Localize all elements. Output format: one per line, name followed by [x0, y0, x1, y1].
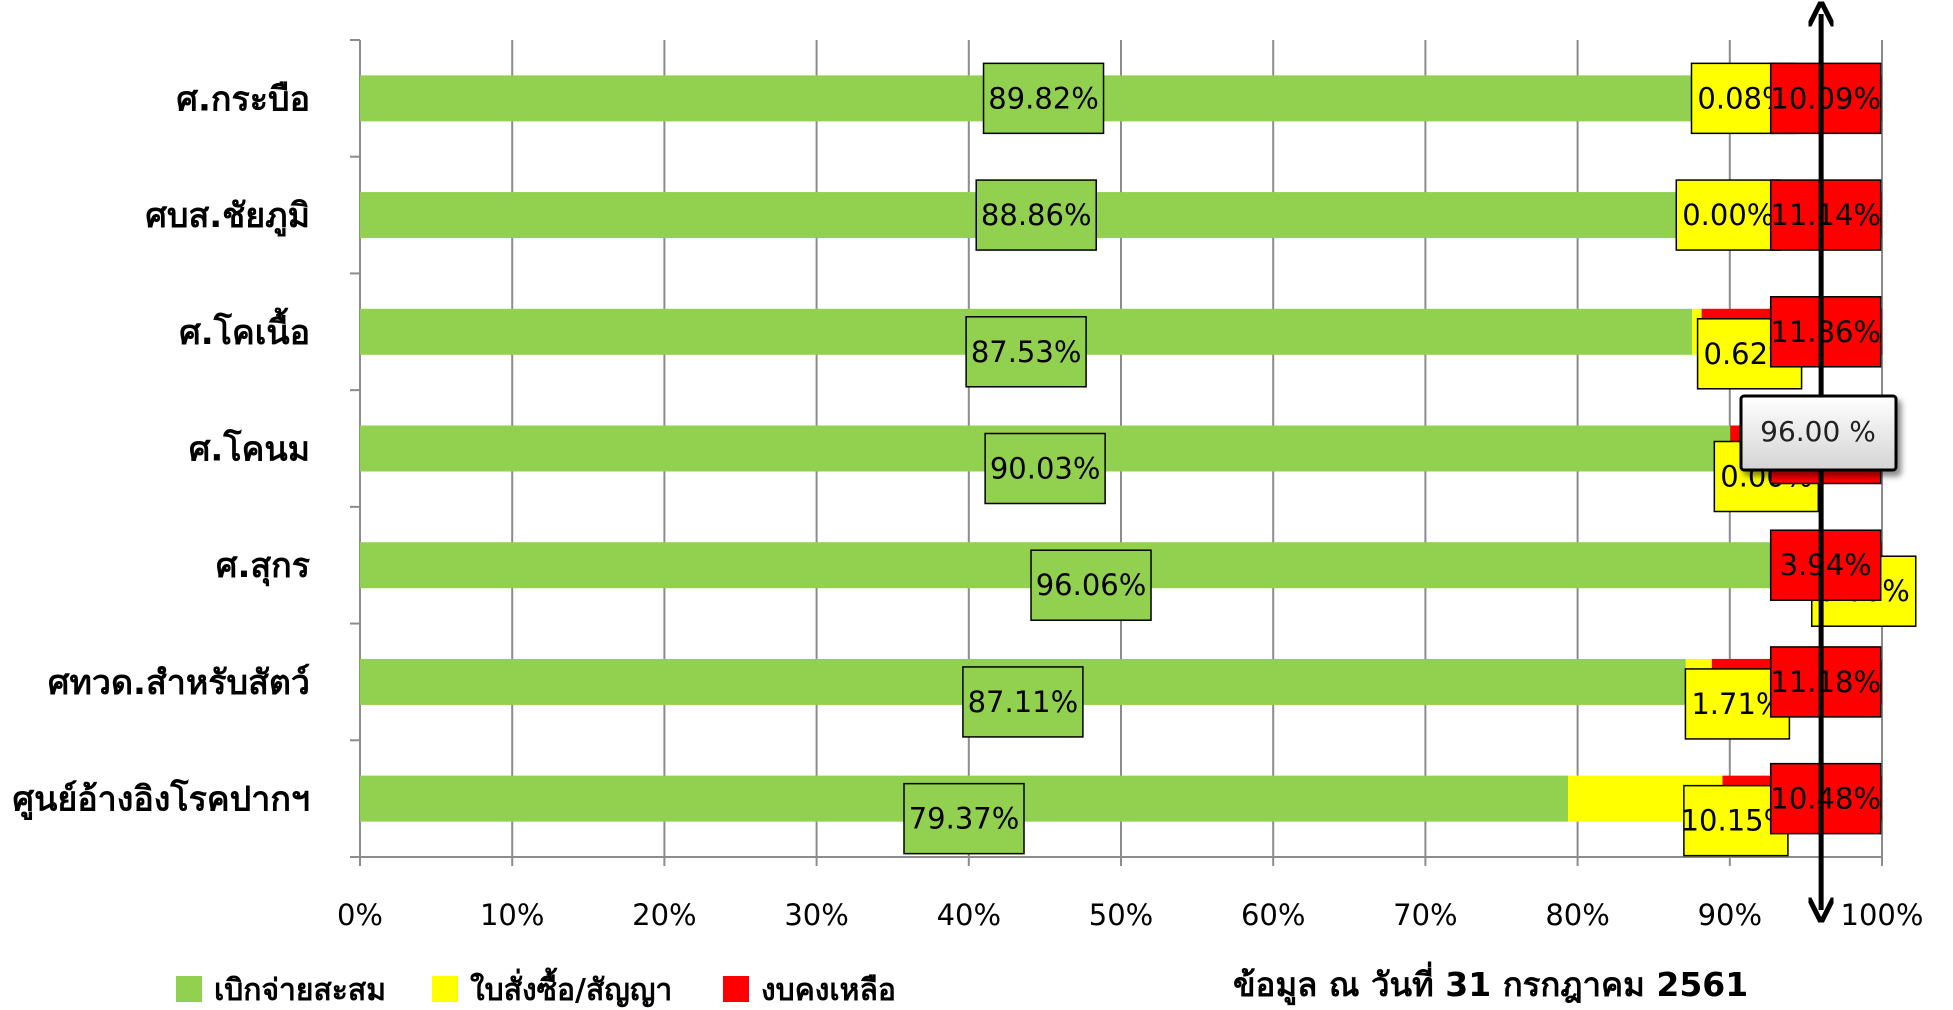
- data-label: 90.03%: [990, 452, 1101, 486]
- data-label-box: [975, 179, 1097, 251]
- x-tick-label: 40%: [937, 898, 1001, 932]
- x-tick-label: 100%: [1841, 898, 1924, 932]
- data-label: 87.11%: [968, 685, 1079, 719]
- target-marker: 96.00 %: [1739, 14, 1898, 910]
- data-label-box: [984, 432, 1106, 505]
- x-tick-label: 50%: [1089, 898, 1153, 932]
- data-label-box: [1675, 179, 1782, 251]
- data-label-box: [982, 62, 1105, 135]
- data-label: 10.09%: [1770, 81, 1881, 115]
- data-label-box: [1030, 549, 1152, 621]
- data-label: 88.86%: [981, 198, 1092, 232]
- category-label: ศ.โคนม: [189, 429, 310, 470]
- legend-swatch: [723, 976, 749, 1002]
- legend-label: งบคงเหลือ: [761, 973, 896, 1008]
- data-label: 87.53%: [971, 335, 1082, 369]
- data-label: 11.14%: [1770, 198, 1881, 232]
- data-label-box: [903, 782, 1025, 855]
- legend-swatch: [432, 976, 458, 1002]
- category-label: ศบส.ชัยภูมิ: [145, 196, 310, 237]
- x-tick-label: 70%: [1393, 898, 1457, 932]
- x-tick-label: 30%: [784, 898, 848, 932]
- data-labels: 89.82% 0.08%10.09%88.86% 0.00%11.14%87.53%…: [903, 62, 1917, 857]
- data-label: 1.71%: [1691, 687, 1783, 721]
- category-label: ศ.กระบือ: [176, 79, 310, 119]
- target-label: 96.00 %: [1760, 415, 1876, 448]
- data-label: 79.37%: [909, 802, 1020, 836]
- data-label: 10.48%: [1770, 782, 1881, 816]
- legend-label: เบิกจ่ายสะสม: [214, 973, 386, 1008]
- category-label: ศ.สุกร: [216, 546, 311, 587]
- x-tick-label: 80%: [1545, 898, 1609, 932]
- data-label-box: [965, 316, 1087, 388]
- category-label: ศูนย์อ้างอิงโรคปากฯ: [13, 779, 311, 821]
- legend: เบิกจ่ายสะสม ใบสั่งซื้อ/สัญญา งบคงเหลือ: [176, 967, 896, 1008]
- legend-label: ใบสั่งซื้อ/สัญญา: [470, 967, 672, 1008]
- data-label: 0.00%: [1682, 198, 1774, 232]
- x-tick-label: 10%: [480, 898, 544, 932]
- data-label: 96.06%: [1036, 568, 1147, 602]
- data-label: 11.86%: [1770, 315, 1881, 349]
- x-tick-label: 0%: [337, 898, 383, 932]
- data-date-note: ข้อมูล ณ วันที่ 31 กรกฎาคม 2561: [1233, 961, 1748, 1006]
- data-label: 89.82%: [988, 81, 1099, 115]
- data-label: 3.94%: [1780, 548, 1872, 582]
- legend-swatch: [176, 976, 202, 1002]
- x-tick-label: 90%: [1698, 898, 1762, 932]
- data-label-box: [962, 666, 1084, 738]
- category-label: ศ.โคเนื้อ: [179, 307, 310, 353]
- category-label: ศทวด.สำหรับสัตว์: [48, 663, 310, 703]
- axes: 0% 10% 20% 30% 40% 50% 60% 70% 80% 90% 100% ศ.กระบื…: [13, 39, 1924, 932]
- data-label: 11.18%: [1770, 665, 1881, 699]
- target-label-box: [1739, 394, 1898, 472]
- x-tick-label: 20%: [632, 898, 696, 932]
- x-tick-label: 60%: [1241, 898, 1305, 932]
